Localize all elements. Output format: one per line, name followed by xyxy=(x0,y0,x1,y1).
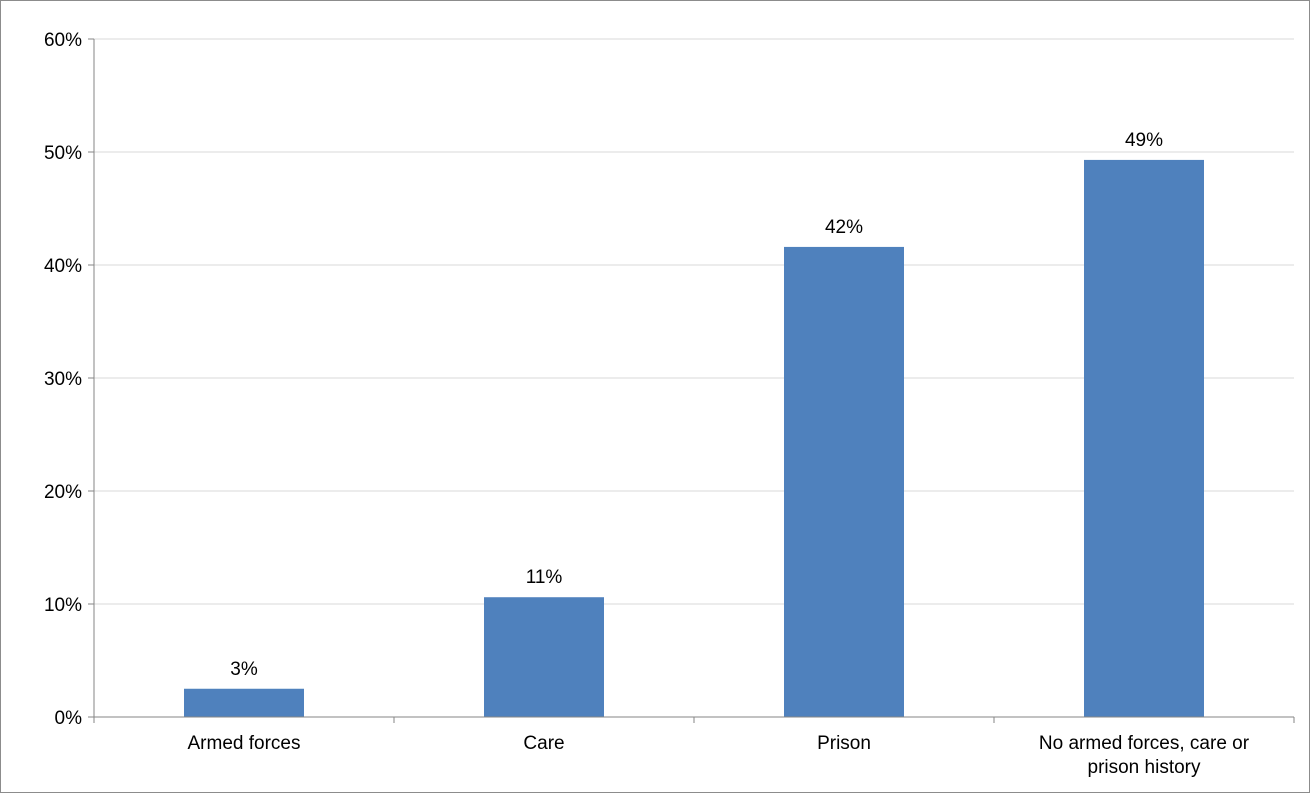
category-label: Prison xyxy=(817,733,871,754)
y-tick-label: 0% xyxy=(55,708,83,729)
category-labels: Armed forces Care Prison No armed forces, c… xyxy=(188,733,1250,778)
category-label: Armed forces xyxy=(188,733,301,754)
category-label: Care xyxy=(523,733,564,754)
y-tick-label: 40% xyxy=(44,256,82,277)
bar xyxy=(184,688,304,717)
data-label: 42% xyxy=(825,217,863,238)
category-label-line: Armed forces xyxy=(188,733,301,754)
data-label: 3% xyxy=(230,659,258,680)
category-label-line: Prison xyxy=(817,733,871,754)
category-label-line: No armed forces, care or xyxy=(1039,733,1250,754)
y-tick-labels: 0% 10% 20% 30% 40% 50% 60% xyxy=(44,30,94,729)
y-tick-label: 60% xyxy=(44,30,82,51)
x-tick-marks xyxy=(93,717,1295,723)
bar xyxy=(784,246,904,718)
y-tick-label: 20% xyxy=(44,482,82,503)
category-label-line: Care xyxy=(523,733,564,754)
category-label: No armed forces, care or prison history xyxy=(1039,733,1250,778)
y-tick-label: 10% xyxy=(44,595,82,616)
data-label: 49% xyxy=(1125,130,1163,151)
bars xyxy=(184,159,1204,718)
data-labels: 3% 11% 42% 49% xyxy=(230,130,1163,680)
data-label: 11% xyxy=(526,567,563,588)
y-tick-label: 50% xyxy=(44,143,82,164)
bar xyxy=(484,597,604,717)
category-label-line: prison history xyxy=(1088,757,1201,778)
y-tick-label: 30% xyxy=(44,369,82,390)
bar xyxy=(1084,159,1204,717)
